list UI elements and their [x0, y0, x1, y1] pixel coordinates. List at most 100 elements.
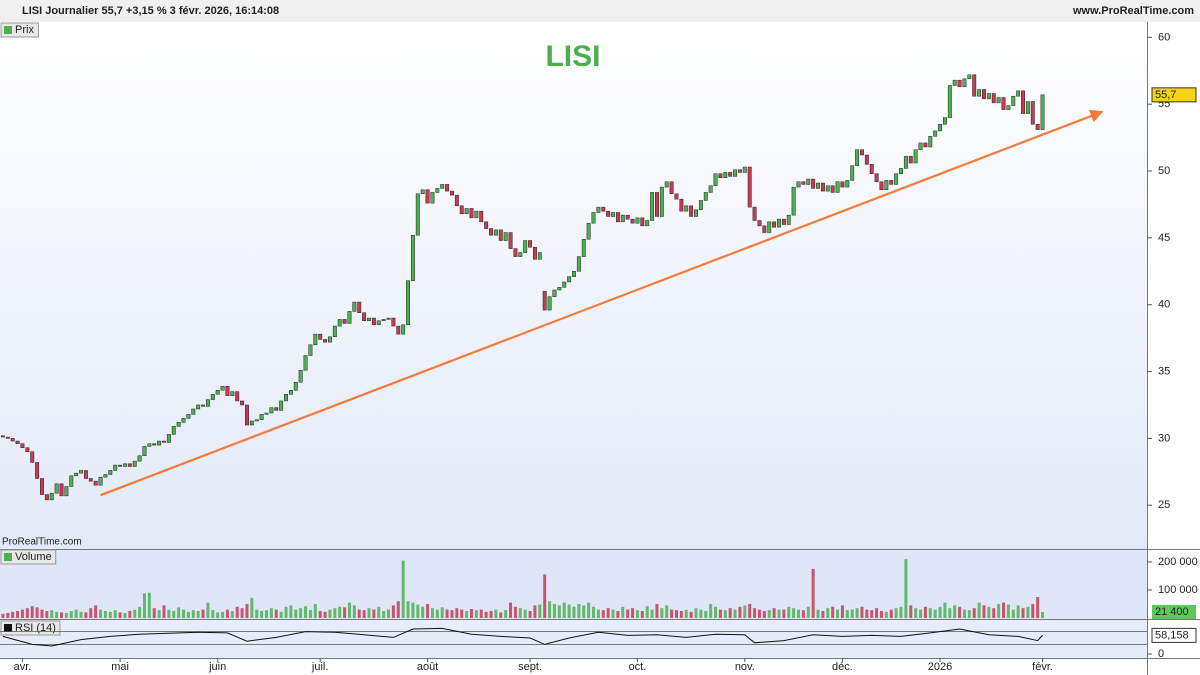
candle	[874, 173, 879, 182]
candle	[640, 217, 645, 227]
price-panel	[0, 23, 1147, 549]
volume-bar	[435, 609, 439, 618]
candle	[386, 317, 391, 320]
candle	[586, 222, 591, 240]
volume-bar	[362, 610, 366, 618]
candle	[1001, 97, 1006, 110]
candle	[186, 414, 191, 419]
y-tick-label: 30	[1158, 432, 1170, 444]
volume-bar	[484, 611, 488, 618]
volume-bar	[552, 603, 556, 618]
candle	[401, 324, 406, 335]
candle	[103, 474, 108, 478]
candle	[64, 486, 69, 497]
candle	[35, 462, 40, 479]
candle	[796, 181, 801, 188]
candle	[342, 319, 347, 324]
volume-bar	[538, 604, 542, 618]
volume-bar	[836, 609, 840, 618]
candle	[313, 333, 318, 346]
candle	[840, 181, 845, 188]
candle	[1011, 95, 1016, 106]
candle	[230, 391, 235, 396]
volume-bar	[118, 612, 122, 618]
candle	[591, 212, 596, 224]
volume-bar	[211, 610, 215, 618]
candle	[742, 166, 747, 173]
candle	[357, 301, 362, 313]
volume-bar	[84, 612, 88, 618]
candle	[698, 200, 703, 211]
volume-bar	[845, 610, 849, 618]
candle	[474, 210, 479, 219]
candle	[957, 79, 962, 88]
last-value-label: 55,7	[1155, 89, 1176, 101]
candle	[762, 225, 767, 233]
volume-bar	[738, 606, 742, 618]
candle	[655, 192, 659, 217]
candle	[733, 169, 738, 177]
volume-bar	[709, 603, 713, 618]
candle	[44, 494, 49, 501]
candle	[376, 320, 381, 326]
volume-bar	[533, 605, 537, 618]
volume-bar	[811, 568, 815, 618]
volume-bar	[518, 608, 522, 618]
y-tick-label: 60	[1158, 31, 1170, 43]
volume-bar	[948, 608, 952, 618]
candle	[440, 184, 445, 189]
volume-bar	[284, 606, 288, 618]
volume-bar	[328, 609, 332, 618]
candle	[606, 210, 611, 217]
candle	[210, 394, 215, 400]
volume-bar	[967, 610, 971, 618]
volume-bar	[64, 612, 68, 618]
candle	[162, 440, 166, 443]
volume-bar	[45, 610, 49, 618]
volume-bar	[1002, 602, 1006, 618]
candle	[347, 311, 352, 324]
volume-bar	[753, 608, 757, 618]
candle	[166, 434, 171, 443]
volume-bar	[250, 597, 254, 618]
volume-bar	[396, 601, 400, 618]
volume-bar	[186, 611, 190, 618]
candle	[259, 414, 264, 420]
volume-bar	[469, 609, 473, 618]
volume-bar	[865, 609, 869, 618]
candle	[567, 276, 572, 283]
candle	[303, 355, 308, 371]
candle	[1040, 94, 1045, 130]
candle	[337, 319, 342, 327]
volume-bar	[221, 611, 225, 618]
volume-bar	[933, 609, 937, 618]
y-tick-label: 50	[1158, 165, 1170, 177]
candle	[381, 319, 386, 322]
volume-bar	[645, 606, 649, 618]
candle	[508, 232, 513, 249]
candle	[889, 180, 894, 185]
candle	[118, 464, 123, 467]
volume-bar	[962, 609, 966, 618]
volume-bar	[767, 610, 771, 618]
volume-bar	[718, 609, 722, 618]
volume-bar	[206, 602, 210, 618]
candle	[425, 189, 430, 204]
volume-bar	[357, 609, 361, 618]
candle	[611, 212, 615, 217]
volume-bar	[494, 609, 498, 618]
volume-bar	[772, 608, 776, 618]
candle	[498, 229, 503, 241]
last-value-flag	[1152, 605, 1196, 620]
candle	[772, 221, 777, 228]
candle	[147, 443, 152, 447]
volume-bar	[943, 602, 947, 618]
candle	[620, 214, 625, 223]
volume-bar	[606, 608, 610, 618]
candle	[825, 185, 830, 192]
candle	[83, 470, 88, 479]
volume-bar	[953, 605, 957, 618]
volume-bar	[465, 610, 469, 618]
candle	[679, 198, 684, 212]
volume-bar	[69, 610, 73, 618]
